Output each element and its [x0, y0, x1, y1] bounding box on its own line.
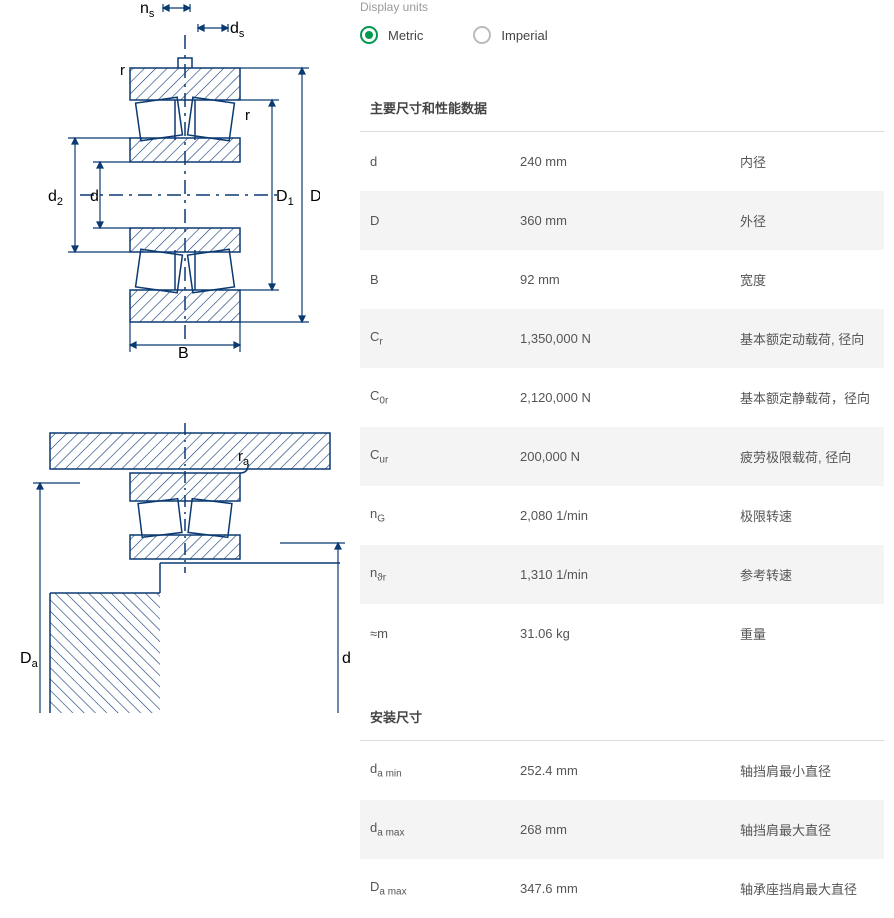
data-row: C0r2,120,000 N基本额定静载荷，径向	[360, 368, 884, 427]
row-description: 轴挡肩最小直径	[740, 761, 874, 780]
data-row: Cr1,350,000 N基本额定动载荷, 径向	[360, 309, 884, 368]
svg-text:r: r	[120, 62, 125, 79]
data-row: Cur200,000 N疲劳极限载荷, 径向	[360, 427, 884, 486]
svg-text:D: D	[310, 188, 320, 205]
row-symbol: Cr	[370, 329, 520, 348]
bearing-cross-section-diagram: ns ds	[20, 0, 330, 363]
svg-text:d2: d2	[48, 188, 63, 208]
svg-text:B: B	[178, 345, 189, 360]
radio-selected-icon	[360, 26, 378, 44]
row-symbol: da min	[370, 761, 520, 780]
units-radio-group: Metric Imperial	[360, 26, 884, 44]
row-value: 1,310 1/min	[520, 567, 740, 582]
row-description: 疲劳极限载荷, 径向	[740, 447, 874, 466]
row-value: 1,350,000 N	[520, 331, 740, 346]
row-description: 宽度	[740, 270, 874, 289]
data-row: B92 mm宽度	[360, 250, 884, 309]
row-value: 252.4 mm	[520, 763, 740, 778]
svg-text:D1: D1	[276, 188, 294, 208]
data-row: d240 mm内径	[360, 132, 884, 191]
svg-text:r: r	[245, 107, 250, 124]
row-description: 基本额定静载荷，径向	[740, 388, 874, 407]
svg-text:Da: Da	[20, 650, 39, 670]
row-value: 92 mm	[520, 272, 740, 287]
row-value: 347.6 mm	[520, 881, 740, 896]
row-description: 重量	[740, 624, 874, 643]
row-symbol: d	[370, 154, 520, 169]
row-value: 268 mm	[520, 822, 740, 837]
radio-unselected-icon	[473, 26, 491, 44]
row-description: 极限转速	[740, 506, 874, 525]
row-symbol: C0r	[370, 388, 520, 407]
mounting-diagram: ra Da da	[20, 423, 330, 726]
data-row: D360 mm外径	[360, 191, 884, 250]
row-symbol: ≈m	[370, 626, 520, 641]
row-description: 基本额定动载荷, 径向	[740, 329, 874, 348]
metric-label: Metric	[388, 28, 423, 43]
row-value: 240 mm	[520, 154, 740, 169]
row-symbol: nG	[370, 506, 520, 525]
svg-text:d: d	[90, 188, 99, 205]
row-symbol: Da max	[370, 879, 520, 898]
row-description: 外径	[740, 211, 874, 230]
row-symbol: B	[370, 272, 520, 287]
row-description: 内径	[740, 152, 874, 171]
imperial-label: Imperial	[501, 28, 547, 43]
data-row: nG2,080 1/min极限转速	[360, 486, 884, 545]
row-value: 360 mm	[520, 213, 740, 228]
svg-text:ns: ns	[140, 0, 155, 20]
imperial-radio[interactable]: Imperial	[473, 26, 547, 44]
row-description: 轴挡肩最大直径	[740, 820, 874, 839]
row-symbol: Cur	[370, 447, 520, 466]
row-symbol: D	[370, 213, 520, 228]
row-description: 轴承座挡肩最大直径	[740, 879, 874, 898]
svg-text:da: da	[342, 650, 350, 670]
row-value: 2,120,000 N	[520, 390, 740, 405]
svg-text:ds: ds	[230, 20, 245, 40]
row-description: 参考转速	[740, 565, 874, 584]
data-row: ≈m31.06 kg重量	[360, 604, 884, 663]
data-row: nϑr1,310 1/min参考转速	[360, 545, 884, 604]
section1-title: 主要尺寸和性能数据	[360, 84, 884, 132]
data-row: da max268 mm轴挡肩最大直径	[360, 800, 884, 859]
data-row: da min252.4 mm轴挡肩最小直径	[360, 741, 884, 800]
row-value: 2,080 1/min	[520, 508, 740, 523]
data-row: Da max347.6 mm轴承座挡肩最大直径	[360, 859, 884, 918]
row-value: 200,000 N	[520, 449, 740, 464]
row-symbol: da max	[370, 820, 520, 839]
section2-title: 安装尺寸	[360, 693, 884, 741]
row-value: 31.06 kg	[520, 626, 740, 641]
metric-radio[interactable]: Metric	[360, 26, 423, 44]
row-symbol: nϑr	[370, 565, 520, 584]
units-label: Display units	[360, 0, 884, 14]
